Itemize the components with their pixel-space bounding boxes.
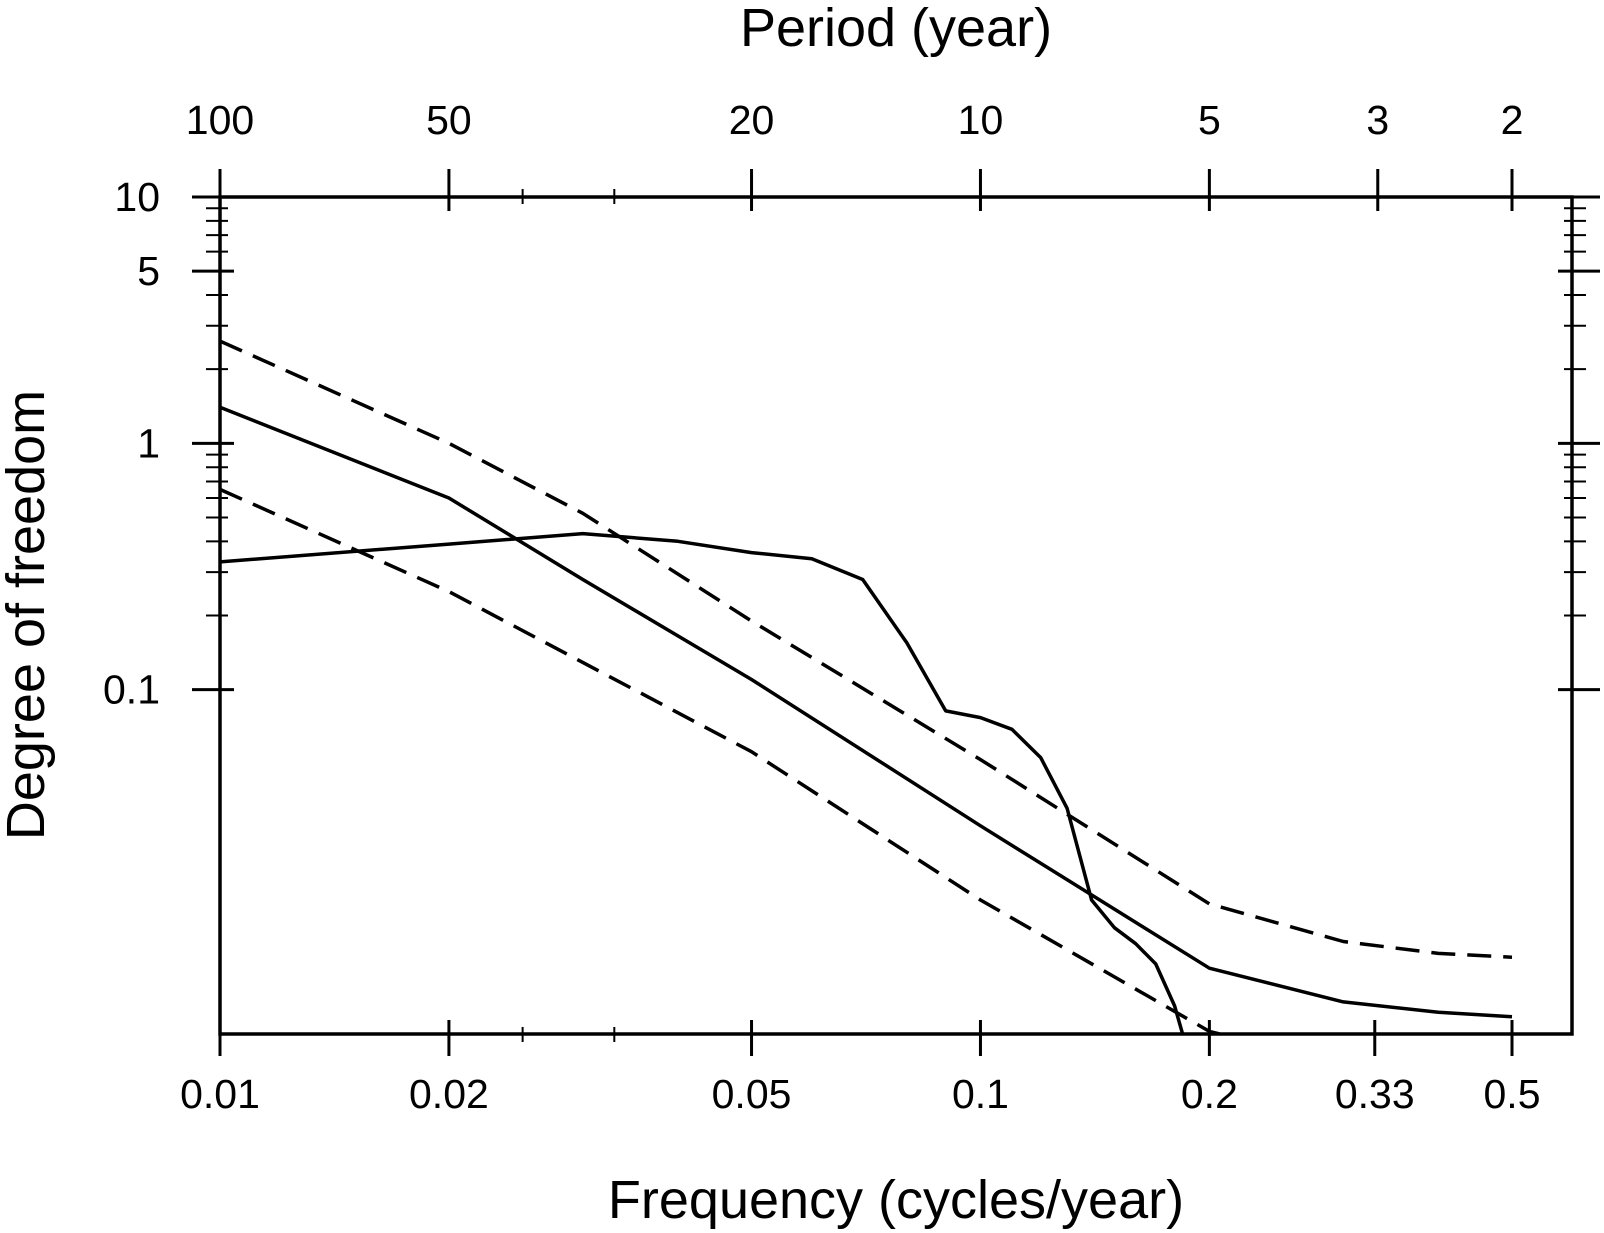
labels-layer: 0.01 0.02 0.05 0.1 0.2 0.33 0.5 100 50 20 10 5 3 2 0.1… (103, 97, 1541, 1117)
y-axis-title: Degree of freedom (0, 390, 56, 840)
x-axis-title: Frequency (cycles/year) (608, 1170, 1184, 1230)
dashed-series-line (220, 487, 1228, 1034)
x2-tick-label: 10 (958, 97, 1004, 143)
y-tick-label: 1 (137, 420, 160, 466)
y-tick-label: 0.1 (103, 667, 160, 713)
y-tick-label: 5 (137, 248, 160, 294)
x-tick-label: 0.2 (1181, 1071, 1238, 1117)
x2-tick-label: 3 (1366, 97, 1389, 143)
series-layer (220, 339, 1513, 1034)
ticks-layer (192, 169, 1600, 1056)
dashed-series-line (220, 339, 1513, 959)
plot-frame (218, 195, 1574, 1036)
x-tick-label: 0.5 (1484, 1071, 1541, 1117)
x2-tick-label: 50 (426, 97, 472, 143)
x-tick-label: 0.01 (180, 1071, 260, 1117)
x-tick-label: 0.02 (409, 1071, 489, 1117)
x2-tick-label: 2 (1501, 97, 1524, 143)
x-tick-label: 0.33 (1335, 1071, 1415, 1117)
solid-series-line (220, 405, 1513, 1019)
solid-series-line (220, 531, 1185, 1034)
y-tick-label: 10 (114, 174, 160, 220)
x2-tick-label: 20 (729, 97, 775, 143)
x-tick-label: 0.05 (712, 1071, 792, 1117)
x2-tick-label: 5 (1198, 97, 1221, 143)
x2-tick-label: 100 (186, 97, 254, 143)
x2-axis-title: Period (year) (740, 0, 1052, 58)
x-tick-label: 0.1 (952, 1071, 1009, 1117)
